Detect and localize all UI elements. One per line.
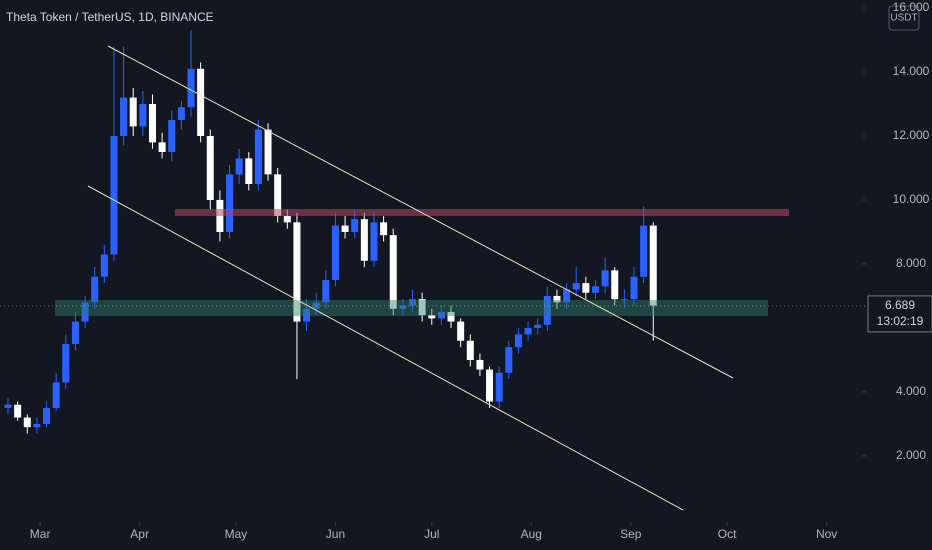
candle-body	[33, 423, 41, 428]
candle-body	[409, 299, 417, 306]
currency-badge[interactable]	[888, 5, 920, 31]
candle-body	[293, 222, 301, 322]
support-zone	[55, 300, 768, 316]
candle-body	[187, 68, 195, 108]
candle-body	[274, 174, 282, 216]
candle-body	[23, 417, 31, 428]
x-tick-label: Jul	[424, 527, 439, 541]
candle-body	[177, 107, 185, 120]
candle-body	[476, 359, 484, 370]
candle-body	[91, 276, 99, 303]
candle-body	[524, 327, 532, 335]
y-tick-label: 2.000	[896, 448, 926, 462]
candle-body	[245, 158, 253, 184]
candle-body	[649, 225, 657, 306]
candle-body	[351, 219, 359, 232]
candle-body	[139, 103, 147, 127]
candle-body	[4, 404, 12, 408]
candle-body	[486, 369, 494, 402]
candle-body	[495, 372, 503, 402]
candle-body	[630, 276, 638, 300]
countdown-label: 13:02:19	[877, 314, 924, 328]
candle-body	[120, 97, 128, 136]
currency-label: USDT	[890, 13, 917, 24]
candle-body	[14, 404, 22, 418]
x-tick-label: Mar	[30, 527, 51, 541]
candle-body	[543, 295, 551, 325]
x-tick-label: May	[225, 527, 248, 541]
candle-body	[158, 142, 166, 152]
candle-body	[640, 225, 648, 277]
x-tick-label: Oct	[718, 527, 737, 541]
candle-body	[283, 215, 291, 223]
candle-body	[620, 299, 628, 301]
candle-body	[553, 295, 561, 303]
candle-body	[254, 129, 262, 184]
candle-body	[206, 135, 214, 200]
y-tick-label: 10.000	[893, 192, 930, 206]
x-tick-label: Sep	[620, 527, 642, 541]
candle-body	[582, 283, 590, 293]
candle-body	[71, 321, 79, 344]
candle-body	[466, 340, 474, 360]
candle-body	[81, 302, 89, 322]
candle-body	[197, 68, 205, 136]
candle-body	[591, 286, 599, 293]
lower-trendline	[87, 185, 684, 511]
candle-body	[360, 219, 368, 261]
x-tick-label: Nov	[816, 527, 837, 541]
candle-body	[341, 225, 349, 232]
candle-body	[226, 174, 234, 232]
candle-body	[447, 311, 455, 322]
y-tick-label: 4.000	[896, 384, 926, 398]
candle-body	[110, 135, 118, 255]
candle-body	[264, 129, 272, 175]
candle-body	[62, 343, 70, 383]
candle-body	[331, 225, 339, 280]
candle-body	[303, 308, 311, 322]
candle-body	[322, 279, 330, 303]
candle-body	[389, 235, 397, 309]
candle-body	[514, 334, 522, 348]
candle-body	[100, 254, 108, 277]
candle-body	[129, 97, 137, 127]
x-tick-label: Jun	[326, 527, 345, 541]
candle-body	[611, 270, 619, 300]
candle-body	[168, 119, 176, 152]
candle-body	[52, 382, 60, 408]
candle-body	[572, 283, 580, 290]
candle-body	[428, 315, 436, 319]
candle-body	[380, 222, 388, 236]
candle-body	[505, 347, 513, 373]
last-price-box	[867, 295, 932, 333]
y-tick-label: 16.000	[893, 0, 930, 14]
candle-body	[601, 270, 609, 287]
x-tick-label: Aug	[521, 527, 542, 541]
candle-body	[563, 289, 571, 303]
candle-body	[457, 321, 465, 341]
candle-body	[235, 158, 243, 175]
candle-body	[418, 299, 426, 316]
candle-body	[534, 324, 542, 328]
candle-body	[43, 407, 51, 424]
upper-trendline	[107, 45, 734, 379]
last-price-label: 6.689	[885, 298, 915, 312]
y-tick-label: 8.000	[896, 256, 926, 270]
candle-body	[370, 222, 378, 261]
x-tick-label: Apr	[130, 527, 149, 541]
chart-title: Theta Token / TetherUS, 1D, BINANCE	[6, 10, 214, 24]
candle-body	[148, 103, 156, 143]
candle-body	[437, 311, 445, 319]
resistance-zone	[175, 209, 789, 216]
y-tick-label: 14.000	[893, 64, 930, 78]
candle-body	[399, 305, 407, 309]
y-tick-label: 12.000	[893, 128, 930, 142]
